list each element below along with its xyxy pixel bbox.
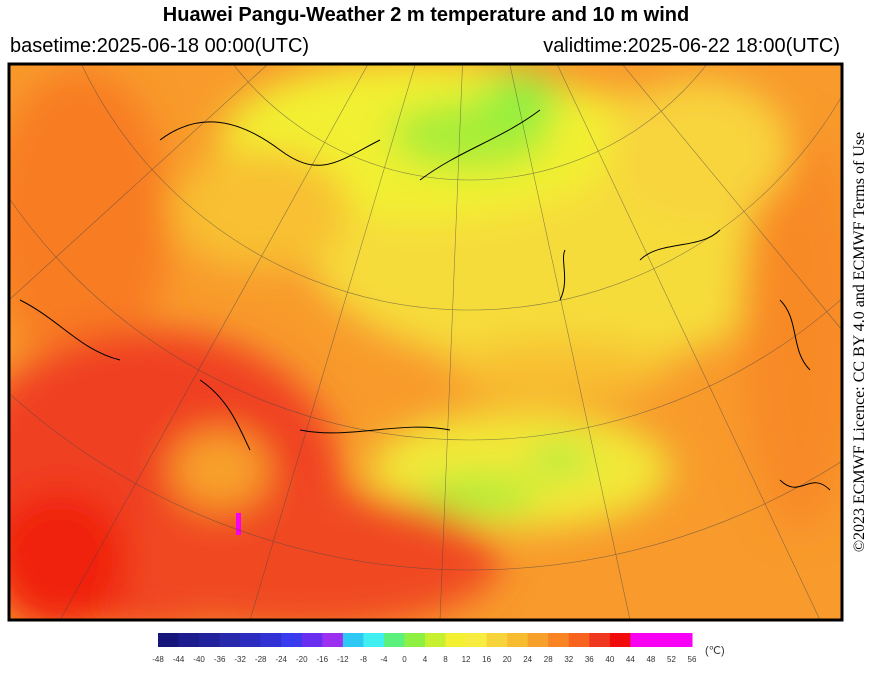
colorbar-tick-label: -28: [255, 655, 267, 664]
colorbar-segment: [281, 633, 303, 647]
colorbar-segment: [568, 633, 590, 647]
colorbar-tick-label: 16: [482, 655, 491, 664]
colorbar-segment: [178, 633, 200, 647]
colorbar-segment: [219, 633, 241, 647]
colorbar-tick-label: -8: [360, 655, 368, 664]
colorbar-tick-label: 12: [462, 655, 471, 664]
colorbar-tick-label: -24: [275, 655, 287, 664]
colorbar-tick-label: 40: [605, 655, 614, 664]
colorbar-segment: [486, 633, 508, 647]
colorbar-segment: [650, 633, 672, 647]
colorbar-tick-label: 56: [688, 655, 697, 664]
colorbar-tick-label: -32: [234, 655, 246, 664]
colorbar-segment: [199, 633, 221, 647]
colorbar-segment: [342, 633, 364, 647]
colorbar-segment: [507, 633, 529, 647]
colorbar-segment: [445, 633, 467, 647]
colorbar-tick-label: -44: [173, 655, 185, 664]
validtime: validtime:2025-06-22 18:00(UTC): [543, 35, 840, 57]
colorbar-segment: [466, 633, 488, 647]
colorbar-tick-label: 36: [585, 655, 594, 664]
colorbar-segment: [671, 633, 693, 647]
colorbar-segment: [363, 633, 385, 647]
colorbar-tick-label: 4: [423, 655, 428, 664]
basetime: basetime:2025-06-18 00:00(UTC): [10, 35, 310, 57]
colorbar-tick-label: 0: [402, 655, 407, 664]
colorbar-tick-label: 52: [667, 655, 676, 664]
temperature-map: [9, 64, 842, 620]
colorbar-tick-label: 24: [523, 655, 532, 664]
colorbar-segment: [425, 633, 447, 647]
colorbar-segment: [630, 633, 652, 647]
colorbar-segment: [301, 633, 323, 647]
map-frame: [7, 62, 844, 622]
colorbar-segment: [322, 633, 344, 647]
colorbar-tick-label: 44: [626, 655, 635, 664]
title: Huawei Pangu-Weather 2 m temperature and…: [162, 4, 690, 26]
colorbar-segment: [383, 633, 405, 647]
colorbar: -48 -44 -40 -36 -32 -28 -24 -20 -16 -12 -8 -4 0 4 8 12 1…: [152, 633, 697, 664]
colorbar-segment: [548, 633, 570, 647]
colorbar-segment: [527, 633, 549, 647]
colorbar-tick-label: 48: [646, 655, 655, 664]
colorbar-unit: (℃): [705, 645, 725, 657]
colorbar-tick-label: -40: [193, 655, 205, 664]
colorbar-tick-label: -20: [296, 655, 308, 664]
colorbar-segment: [240, 633, 262, 647]
colorbar-tick-label: -12: [337, 655, 349, 664]
colorbar-tick-label: -36: [214, 655, 226, 664]
colorbar-tick-label: 20: [503, 655, 512, 664]
colorbar-segment: [589, 633, 611, 647]
colorbar-tick-label: 32: [564, 655, 573, 664]
colorbar-segment: [158, 633, 180, 647]
colorbar-tick-label: -48: [152, 655, 164, 664]
colorbar-tick-label: -4: [380, 655, 388, 664]
colorbar-segment: [260, 633, 282, 647]
colorbar-tick-label: 28: [544, 655, 553, 664]
colorbar-segment: [404, 633, 426, 647]
colorbar-tick-label: 8: [443, 655, 448, 664]
colorbar-tick-label: -16: [317, 655, 329, 664]
colorbar-segment: [609, 633, 631, 647]
